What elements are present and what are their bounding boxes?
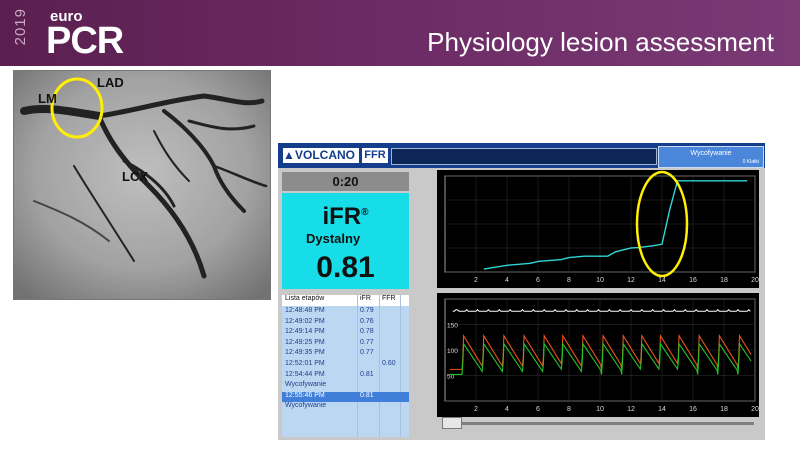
step-time: Wycofywanie	[285, 381, 327, 389]
pressure-y-tick-label: 50	[447, 374, 455, 381]
lesion-highlight-ellipse	[50, 77, 104, 139]
ifr-background	[437, 170, 759, 288]
step-ifr: 0.77	[360, 338, 374, 346]
column-divider	[379, 295, 380, 437]
step-ifr: 0.78	[360, 328, 374, 336]
ifr-x-tick-label: 8	[567, 277, 571, 284]
timer-display: 0:20	[282, 172, 409, 191]
pressure-x-tick-label: 2	[474, 406, 478, 413]
pressure-y-tick-label: 150	[447, 323, 458, 330]
header-banner: 2019 euro PCR Physiology lesion assessme…	[0, 0, 800, 66]
table-row[interactable]: Wycofywanie	[282, 402, 409, 412]
angiogram-vessels	[14, 71, 270, 299]
column-divider	[357, 295, 358, 437]
pressure-x-tick-label: 18	[720, 406, 728, 413]
table-row[interactable]: Wycofywanie	[282, 381, 409, 391]
ifr-value: 0.81	[316, 251, 375, 284]
pressure-x-tick-label: 10	[596, 406, 604, 413]
table-row[interactable]: 12:55:46 PM 0.81	[282, 391, 409, 402]
ifr-x-tick-label: 6	[536, 277, 540, 284]
pressure-x-tick-label: 12	[627, 406, 635, 413]
header-ifr[interactable]: iFR	[360, 295, 371, 302]
ifr-x-tick-label: 18	[720, 277, 728, 284]
table-row[interactable]: 12:49:25 PM 0.77	[282, 339, 409, 349]
ifr-x-tick-label: 4	[505, 277, 509, 284]
table-row[interactable]: 12:48:48 PM 0.79	[282, 307, 409, 317]
label-lm: LM	[38, 91, 57, 106]
label-lad: LAD	[97, 75, 124, 90]
column-divider	[400, 295, 401, 437]
pressure-x-tick-label: 20	[751, 406, 759, 413]
pressure-waveform-chart: 2 4 6 8 10 12 14 16 18 20 50 100 150	[437, 293, 759, 417]
step-ifr: 0.81	[360, 391, 374, 399]
pressure-x-tick-label: 8	[567, 406, 571, 413]
ifr-title-text: iFR	[322, 203, 362, 230]
step-time: 12:49:35 PM	[285, 349, 325, 357]
pressure-y-tick-label: 100	[447, 348, 458, 355]
brand-logo: ▲VOLCANO	[283, 148, 359, 163]
step-ffr: 0.60	[382, 360, 396, 367]
ifr-x-tick-label: 10	[596, 277, 604, 284]
ifr-x-tick-label: 14	[658, 277, 666, 284]
mode-ffr-button[interactable]: FFR	[362, 148, 388, 163]
header-ffr[interactable]: FFR	[382, 295, 396, 302]
ifr-title: iFR®	[282, 203, 409, 231]
table-row[interactable]: 12:49:02 PM 0.76	[282, 318, 409, 328]
table-row[interactable]: 12:52:01 PM 0.60	[282, 360, 409, 370]
pressure-x-tick-label: 6	[536, 406, 540, 413]
ifr-x-tick-label: 2	[474, 277, 478, 284]
header-steps[interactable]: Lista etapów	[285, 295, 325, 302]
timeline-slider[interactable]	[442, 417, 754, 429]
slider-track[interactable]	[462, 422, 754, 425]
steps-table: Lista etapów iFR FFR 12:48:48 PM 0.79 12:4…	[282, 295, 409, 437]
step-time: 12:49:25 PM	[285, 338, 325, 346]
event-year: 2019	[12, 8, 29, 46]
step-ifr: 0.76	[360, 317, 374, 325]
pullback-button[interactable]: Wycofywanie 0 Klatki	[658, 146, 764, 168]
ifr-x-tick-label: 16	[689, 277, 697, 284]
slide-title: Physiology lesion assessment	[427, 27, 774, 57]
ifr-x-tick-label: 12	[627, 277, 635, 284]
step-time: 12:49:14 PM	[285, 328, 325, 336]
label-lcx: LCX	[122, 169, 148, 184]
step-time: 12:52:01 PM	[285, 360, 325, 367]
ifr-subtitle: Dystalny	[306, 231, 361, 246]
console-toolbar: ▲VOLCANO FFR Wycofywanie 0 Klatki	[278, 143, 765, 168]
logo-pcr-text: PCR	[46, 20, 124, 62]
pressure-x-tick-label: 14	[658, 406, 666, 413]
steps-table-header: Lista etapów iFR FFR	[282, 295, 409, 306]
step-time: 12:49:02 PM	[285, 317, 325, 325]
pressure-x-tick-label: 4	[505, 406, 509, 413]
step-ifr: 0.79	[360, 307, 374, 314]
step-time: 12:48:48 PM	[285, 307, 325, 314]
step-time: 12:55:46 PM	[285, 391, 325, 399]
logo-euro-text: euro	[50, 8, 83, 25]
ifr-series-line	[483, 180, 748, 270]
table-row[interactable]: 12:49:35 PM 0.77	[282, 349, 409, 359]
slider-thumb[interactable]	[442, 417, 462, 429]
step-time: Wycofywanie	[285, 402, 327, 410]
ifr-registered-mark: ®	[361, 207, 369, 218]
ifr-pullback-chart: 24681012141618200.800.850.900.951.00	[437, 170, 759, 288]
ifr-jump-highlight	[635, 170, 689, 278]
table-row[interactable]: 12:49:14 PM 0.78	[282, 328, 409, 338]
volcano-logo-icon: ▲	[283, 148, 295, 162]
ifr-x-tick-label: 20	[751, 277, 759, 284]
pressure-white-trace	[452, 309, 751, 312]
patient-name-field[interactable]	[391, 148, 657, 165]
table-row[interactable]: 12:54:44 PM 0.81	[282, 371, 409, 381]
pressure-x-tick-label: 16	[689, 406, 697, 413]
pressure-aortic-trace	[449, 333, 752, 370]
step-ifr: 0.81	[360, 370, 374, 378]
brand-name: VOLCANO	[295, 148, 355, 162]
pressure-distal-trace	[449, 342, 752, 376]
angiogram-image: LAD LM LCX	[13, 70, 271, 300]
pullback-label: Wycofywanie	[690, 150, 732, 157]
ifr-result-panel: iFR® Dystalny 0.81	[282, 193, 409, 289]
step-time: 12:54:44 PM	[285, 370, 325, 378]
step-ifr: 0.77	[360, 349, 374, 357]
pullback-frames: 0 Klatki	[742, 159, 759, 165]
